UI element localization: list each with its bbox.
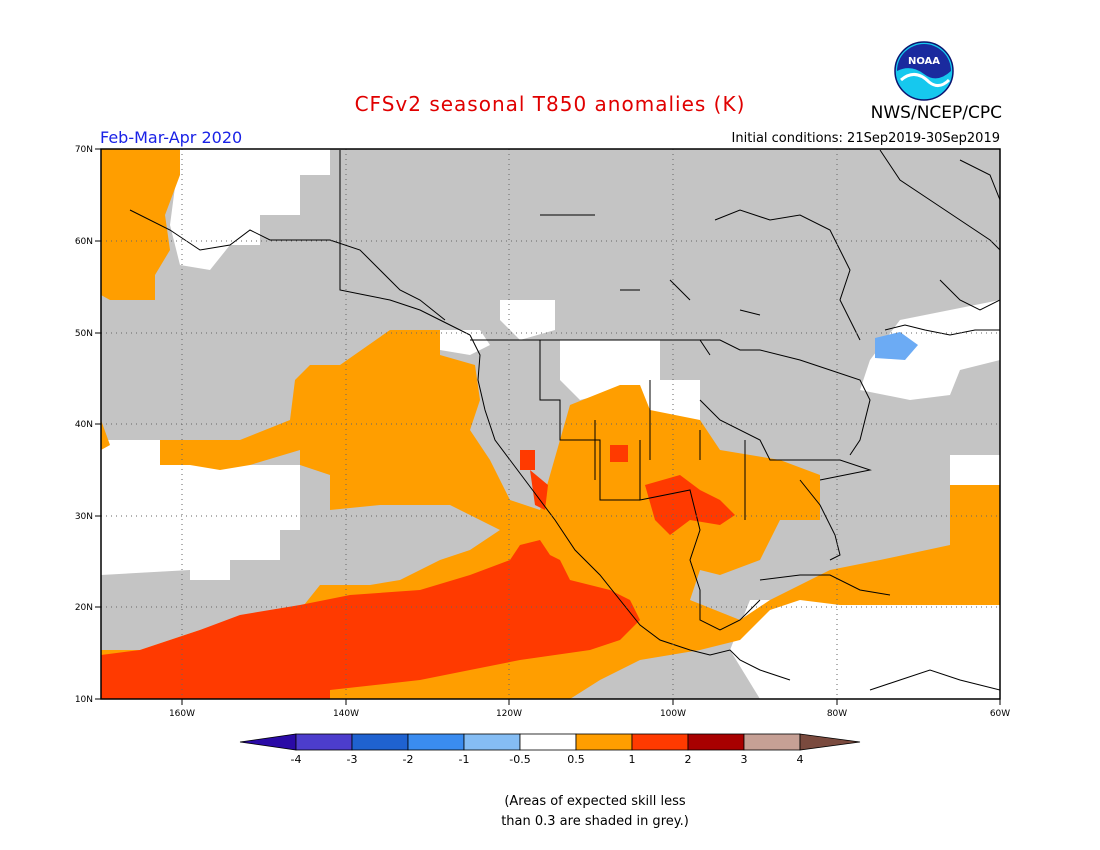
lat-label: 60N: [75, 237, 93, 247]
coastlines: [129, 149, 1000, 691]
legend-swatch: [239, 733, 297, 751]
lon-label: 100W: [660, 709, 686, 719]
initial-conditions: Initial conditions: 21Sep2019-30Sep2019: [731, 131, 1000, 146]
lon-label: 140W: [333, 709, 359, 719]
map-title: CFSv2 seasonal T850 anomalies (K): [354, 92, 746, 116]
legend-label: -2: [403, 753, 414, 766]
noaa-logo: NOAA: [894, 41, 954, 101]
lon-label: 120W: [496, 709, 522, 719]
legend-swatch: [295, 733, 353, 751]
legend-swatch: [687, 733, 745, 751]
legend-label: -0.5: [509, 753, 530, 766]
legend-label: -1: [459, 753, 470, 766]
lat-label: 40N: [75, 420, 93, 430]
lon-label: 160W: [169, 709, 195, 719]
cool-anomaly-region: [875, 332, 918, 360]
neutral-regions: [101, 149, 1000, 699]
legend-label: -4: [291, 753, 302, 766]
color-legend: [239, 733, 861, 751]
skill-note: (Areas of expected skill less than 0.3 a…: [0, 792, 1100, 832]
legend-label: 0.5: [567, 753, 585, 766]
legend-swatch: [743, 733, 801, 751]
agency-label: NWS/NCEP/CPC: [870, 103, 1002, 123]
legend-label: 4: [797, 753, 804, 766]
legend-swatch: [575, 733, 633, 751]
skill-note-line: (Areas of expected skill less: [504, 794, 686, 809]
lat-label: 30N: [75, 512, 93, 522]
legend-swatch: [463, 733, 521, 751]
forecast-period: Feb-Mar-Apr 2020: [100, 128, 243, 147]
legend-label: 1: [629, 753, 636, 766]
axis-ticks: [95, 148, 1001, 705]
graticule: [101, 149, 1000, 699]
legend-swatch: [631, 733, 689, 751]
lon-label: 80W: [827, 709, 847, 719]
lat-label: 50N: [75, 329, 93, 339]
logo-text: NOAA: [908, 56, 940, 67]
legend-label: 2: [685, 753, 692, 766]
lat-label: 20N: [75, 603, 93, 613]
legend-swatch: [799, 733, 861, 751]
legend-label: -3: [347, 753, 358, 766]
legend-swatch: [519, 733, 577, 751]
legend-swatch: [351, 733, 409, 751]
legend-swatch: [407, 733, 465, 751]
skill-note-line: than 0.3 are shaded in grey.): [501, 814, 689, 829]
lat-label: 70N: [75, 145, 93, 155]
strong-warm-regions: [101, 445, 735, 699]
legend-label: 3: [741, 753, 748, 766]
lat-label: 10N: [75, 695, 93, 705]
lon-label: 60W: [990, 709, 1010, 719]
